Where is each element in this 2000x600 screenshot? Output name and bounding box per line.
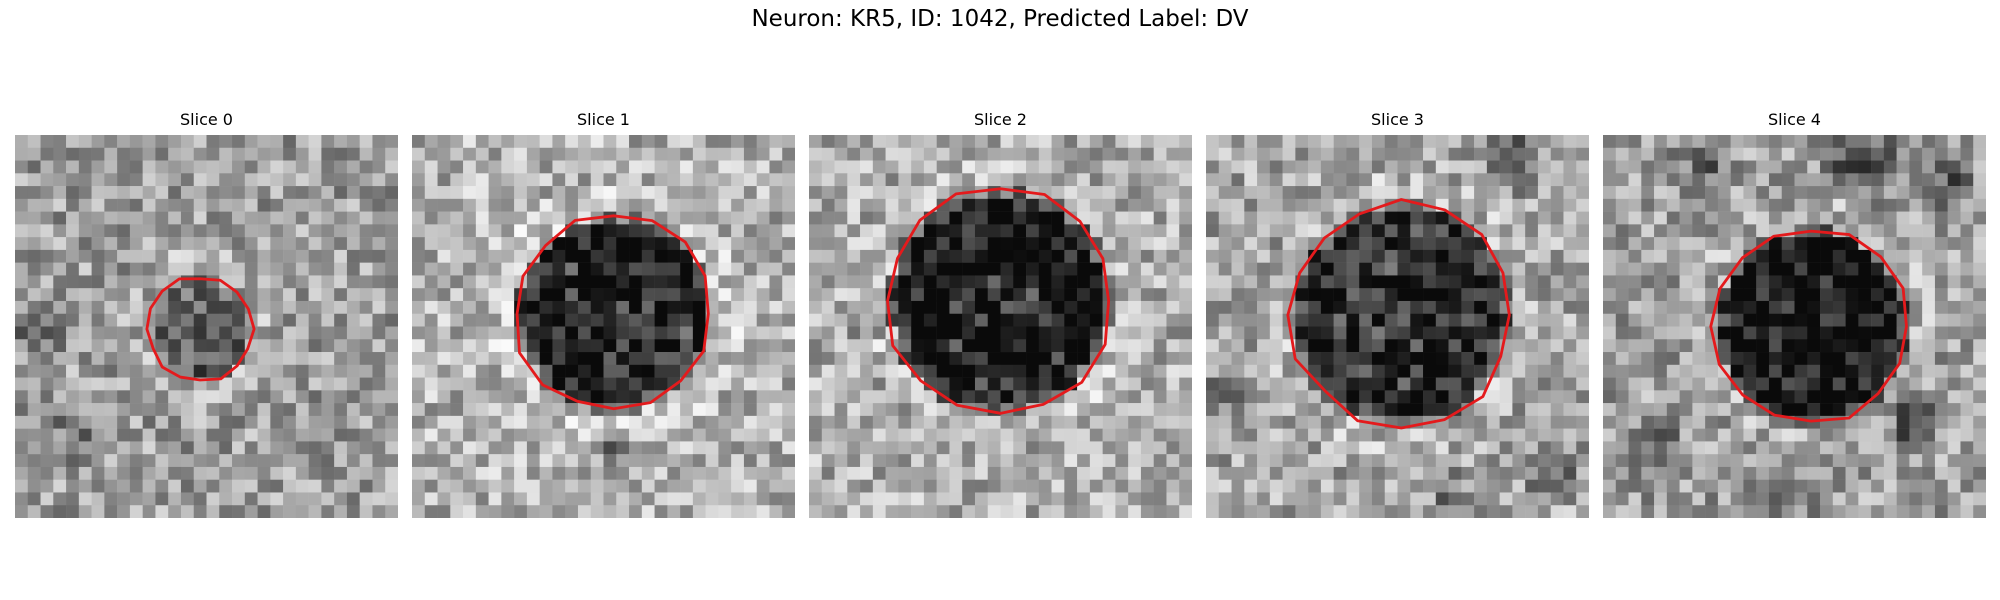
cell-contour-2: [886, 187, 1111, 415]
slice-title-2: Slice 2: [974, 110, 1027, 129]
cell-contour-4: [1709, 229, 1908, 423]
slice-panel-3: Slice 3: [1206, 110, 1589, 518]
slice-image-1: [412, 135, 795, 518]
cell-contour-3: [1286, 198, 1511, 430]
cell-contour-0: [145, 277, 256, 382]
slice-image-3: [1206, 135, 1589, 518]
slice-panel-2: Slice 2: [809, 110, 1192, 518]
slice-title-0: Slice 0: [180, 110, 233, 129]
slice-image-4: [1603, 135, 1986, 518]
slice-panel-4: Slice 4: [1603, 110, 1986, 518]
slice-title-3: Slice 3: [1371, 110, 1424, 129]
slice-image-0: [15, 135, 398, 518]
slice-title-1: Slice 1: [577, 110, 630, 129]
slice-image-2: [809, 135, 1192, 518]
slice-panel-1: Slice 1: [412, 110, 795, 518]
figure-title: Neuron: KR5, ID: 1042, Predicted Label: …: [751, 6, 1249, 32]
slice-panel-0: Slice 0: [15, 110, 398, 518]
slice-title-4: Slice 4: [1768, 110, 1821, 129]
cell-contour-1: [515, 214, 710, 411]
